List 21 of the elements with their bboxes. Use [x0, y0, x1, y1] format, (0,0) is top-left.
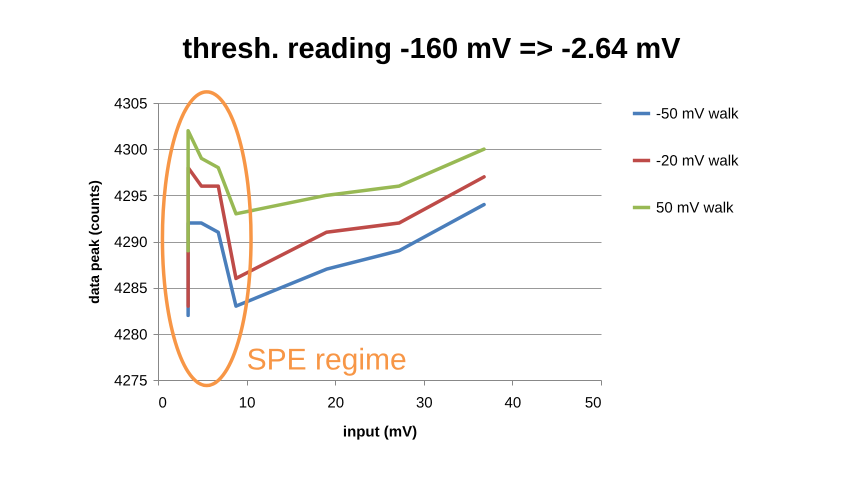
x-tick-label: 0 [158, 394, 167, 412]
annotation: SPE regime [246, 344, 407, 377]
x-axis-title: input (mV) [342, 424, 418, 440]
y-tick-label: 4290 [114, 234, 148, 251]
x-tick-label: 40 [504, 394, 522, 412]
y-tick-label: 4295 [114, 188, 148, 205]
line-series [186, 128, 486, 252]
x-tick-label: 50 [584, 394, 602, 412]
y-tick-label: 4280 [114, 326, 148, 344]
y-tick-label: 4305 [114, 96, 148, 112]
legend-label: -50 mV walk [656, 106, 740, 122]
legend-label: 50 mV walk [656, 200, 734, 216]
x-tick-label: 20 [327, 394, 344, 412]
x-tick-label: 10 [238, 394, 256, 412]
legend-label: -20 mV walk [656, 152, 740, 170]
chart-title: thresh. reading -160 mV => -2.64 mV [182, 33, 682, 65]
x-tick-label: 30 [416, 394, 433, 412]
y-tick-label: 4300 [114, 142, 148, 159]
y-tick-label: 4285 [114, 280, 148, 298]
y-axis-title: data peak (counts) [86, 180, 102, 304]
y-tick-label: 4275 [114, 372, 148, 390]
